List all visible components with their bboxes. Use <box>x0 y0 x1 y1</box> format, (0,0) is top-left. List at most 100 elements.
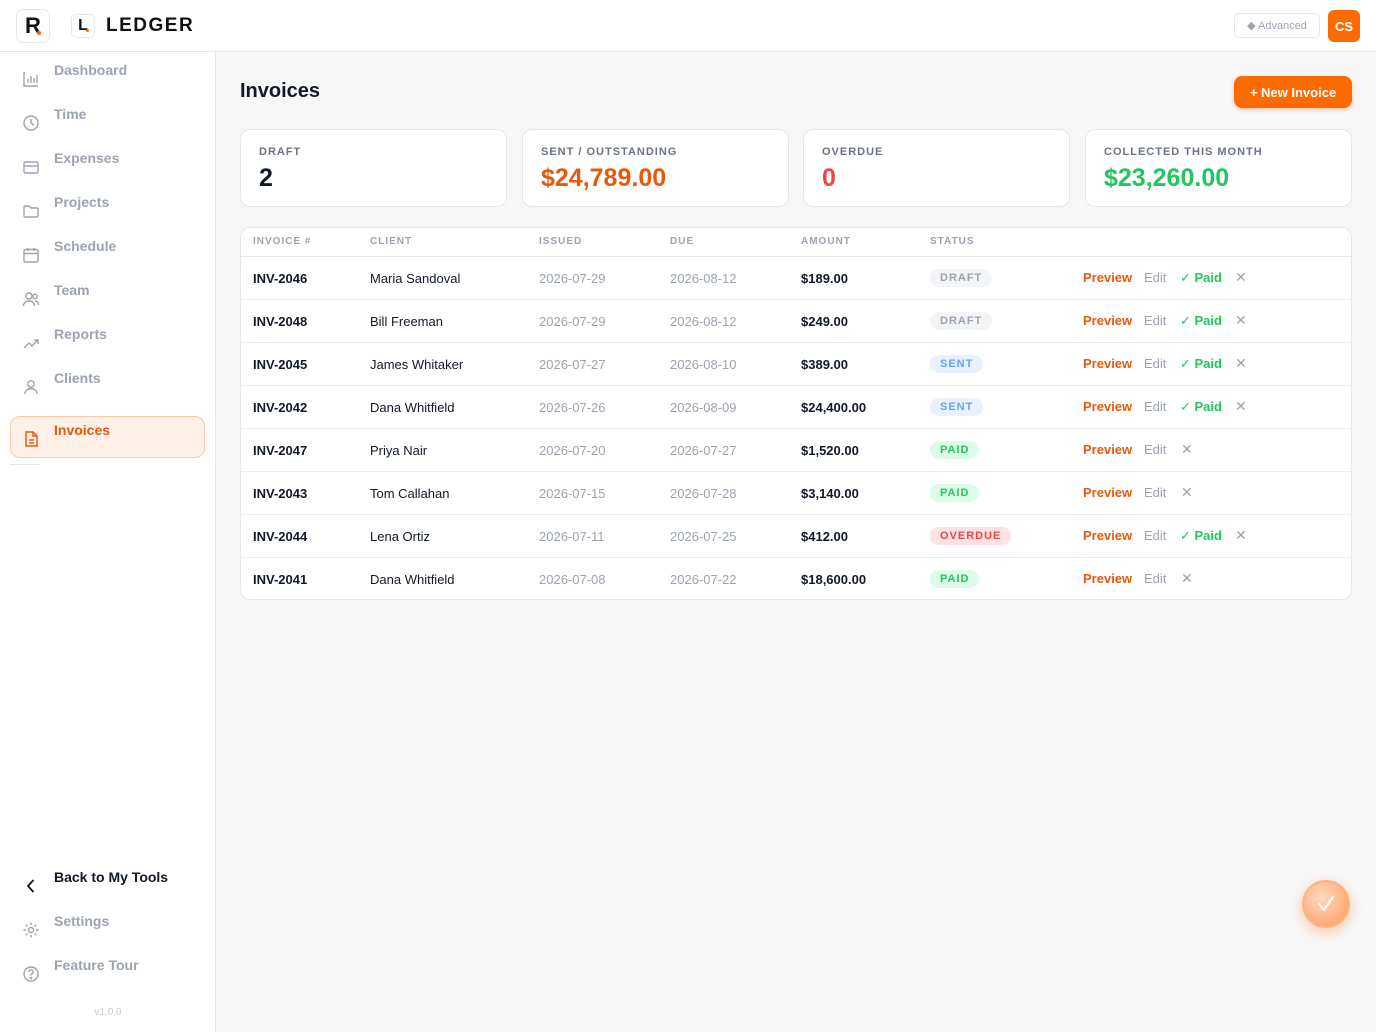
app-logo-dot <box>86 29 89 32</box>
invoice-number[interactable]: INV-2046 <box>253 271 308 286</box>
invoice-number[interactable]: INV-2041 <box>253 572 308 587</box>
invoice-amount: $1,520.00 <box>801 443 859 458</box>
stat-label: OVERDUE <box>822 146 884 158</box>
table-row[interactable]: INV-2048 Bill Freeman 2026-07-29 2026-08-12… <box>241 300 1351 343</box>
invoice-number[interactable]: INV-2043 <box>253 486 308 501</box>
invoice-number[interactable]: INV-2048 <box>253 314 308 329</box>
folder-icon <box>23 205 39 218</box>
sidebar-item-label: Clients <box>54 370 101 386</box>
delete-button[interactable]: ✕ <box>1235 355 1247 371</box>
table-row[interactable]: INV-2044 Lena Ortiz 2026-07-11 2026-07-25 $4… <box>241 515 1351 558</box>
invoice-number[interactable]: INV-2047 <box>253 443 308 458</box>
chevron-left-icon <box>26 879 35 893</box>
preview-button[interactable]: Preview <box>1083 356 1133 371</box>
edit-button[interactable]: Edit <box>1144 528 1167 543</box>
stat-value: $24,789.00 <box>541 164 667 192</box>
sidebar-item-team[interactable]: Team <box>10 276 205 318</box>
preview-button[interactable]: Preview <box>1083 485 1133 500</box>
assistant-fab[interactable] <box>1302 880 1350 928</box>
mark-paid-button[interactable]: ✓ Paid <box>1180 356 1222 371</box>
sidebar-item-schedule[interactable]: Schedule <box>10 232 205 274</box>
edit-button[interactable]: Edit <box>1144 485 1167 500</box>
sidebar-item-invoices[interactable]: Invoices <box>10 416 205 458</box>
delete-button[interactable]: ✕ <box>1181 441 1193 457</box>
table-row[interactable]: INV-2045 James Whitaker 2026-07-27 2026-08-… <box>241 343 1351 386</box>
client-name: Lena Ortiz <box>370 529 430 544</box>
column-header-status[interactable]: STATUS <box>930 236 975 247</box>
column-header-client[interactable]: CLIENT <box>370 236 413 247</box>
sidebar-item-dashboard[interactable]: Dashboard <box>10 56 205 98</box>
sidebar-item-clients[interactable]: Clients <box>10 364 205 406</box>
brand-logo-dot <box>37 31 41 35</box>
app-logo: L <box>71 14 95 38</box>
status-badge: PAID <box>930 441 980 459</box>
advanced-button[interactable]: ◆ Advanced <box>1234 13 1320 38</box>
issued-date: 2026-07-20 <box>539 443 606 458</box>
preview-button[interactable]: Preview <box>1083 571 1133 586</box>
edit-button[interactable]: Edit <box>1144 356 1167 371</box>
due-date: 2026-08-09 <box>670 400 737 415</box>
mark-paid-button[interactable]: ✓ Paid <box>1180 399 1222 414</box>
sparkle-check-icon <box>1318 896 1334 911</box>
new-invoice-button[interactable]: + New Invoice <box>1234 76 1352 108</box>
invoice-number[interactable]: INV-2042 <box>253 400 308 415</box>
table-row[interactable]: INV-2047 Priya Nair 2026-07-20 2026-07-27 $1… <box>241 429 1351 472</box>
sidebar-item-projects[interactable]: Projects <box>10 188 205 230</box>
delete-button[interactable]: ✕ <box>1181 484 1193 500</box>
stat-card-draft: DRAFT 2 <box>240 129 507 207</box>
stat-value: 0 <box>822 164 836 192</box>
invoice-amount: $18,600.00 <box>801 572 867 587</box>
edit-button[interactable]: Edit <box>1144 571 1167 586</box>
brand-logo-letter: R <box>25 13 41 38</box>
due-date: 2026-07-27 <box>670 443 737 458</box>
issued-date: 2026-07-29 <box>539 314 606 329</box>
sidebar-item-expenses[interactable]: Expenses <box>10 144 205 186</box>
table-row[interactable]: INV-2042 Dana Whitfield 2026-07-26 2026-08-… <box>241 386 1351 429</box>
stat-label: DRAFT <box>259 146 302 158</box>
issued-date: 2026-07-11 <box>539 529 605 544</box>
invoices-table: INVOICE # CLIENT ISSUED DUE AMOUNT STATU… <box>240 227 1352 600</box>
table-row[interactable]: INV-2041 Dana Whitfield 2026-07-08 2026-07-… <box>241 558 1351 599</box>
delete-button[interactable]: ✕ <box>1235 527 1247 543</box>
delete-button[interactable]: ✕ <box>1235 312 1247 328</box>
avatar[interactable]: CS <box>1328 10 1360 42</box>
sidebar-footer-label: Settings <box>54 913 110 929</box>
issued-date: 2026-07-27 <box>539 357 606 372</box>
stat-value: $23,260.00 <box>1104 164 1230 192</box>
column-header-issued[interactable]: ISSUED <box>539 236 583 247</box>
brand-logo[interactable]: R <box>16 9 50 43</box>
table-row[interactable]: INV-2043 Tom Callahan 2026-07-15 2026-07-28… <box>241 472 1351 515</box>
preview-button[interactable]: Preview <box>1083 313 1133 328</box>
mark-paid-button[interactable]: ✓ Paid <box>1180 313 1222 328</box>
help-circle-icon <box>23 966 39 982</box>
sidebar-item-reports[interactable]: Reports <box>10 320 205 362</box>
preview-button[interactable]: Preview <box>1083 442 1133 457</box>
edit-button[interactable]: Edit <box>1144 399 1167 414</box>
due-date: 2026-08-10 <box>670 357 737 372</box>
invoice-amount: $389.00 <box>801 357 848 372</box>
sidebar-item-time[interactable]: Time <box>10 100 205 142</box>
back-to-tools-link[interactable]: Back to My Tools <box>10 863 205 905</box>
preview-button[interactable]: Preview <box>1083 399 1133 414</box>
top-bar: R L LEDGER ◆ Advanced CS <box>0 0 1376 52</box>
column-header-due[interactable]: DUE <box>670 236 695 247</box>
edit-button[interactable]: Edit <box>1144 442 1167 457</box>
invoice-number[interactable]: INV-2044 <box>253 529 308 544</box>
delete-button[interactable]: ✕ <box>1235 398 1247 414</box>
app-logo-letter: L <box>78 17 88 34</box>
column-header-amount[interactable]: AMOUNT <box>801 236 851 247</box>
edit-button[interactable]: Edit <box>1144 270 1167 285</box>
invoice-number[interactable]: INV-2045 <box>253 357 308 372</box>
sidebar-item-feature-tour[interactable]: Feature Tour <box>10 951 205 993</box>
column-header-invoice[interactable]: INVOICE # <box>253 236 312 247</box>
preview-button[interactable]: Preview <box>1083 528 1133 543</box>
edit-button[interactable]: Edit <box>1144 313 1167 328</box>
preview-button[interactable]: Preview <box>1083 270 1133 285</box>
client-name: James Whitaker <box>370 357 464 372</box>
delete-button[interactable]: ✕ <box>1235 269 1247 285</box>
mark-paid-button[interactable]: ✓ Paid <box>1180 528 1222 543</box>
mark-paid-button[interactable]: ✓ Paid <box>1180 270 1222 285</box>
delete-button[interactable]: ✕ <box>1181 570 1193 586</box>
sidebar-item-settings[interactable]: Settings <box>10 907 205 949</box>
table-row[interactable]: INV-2046 Maria Sandoval 2026-07-29 2026-08-… <box>241 257 1351 300</box>
